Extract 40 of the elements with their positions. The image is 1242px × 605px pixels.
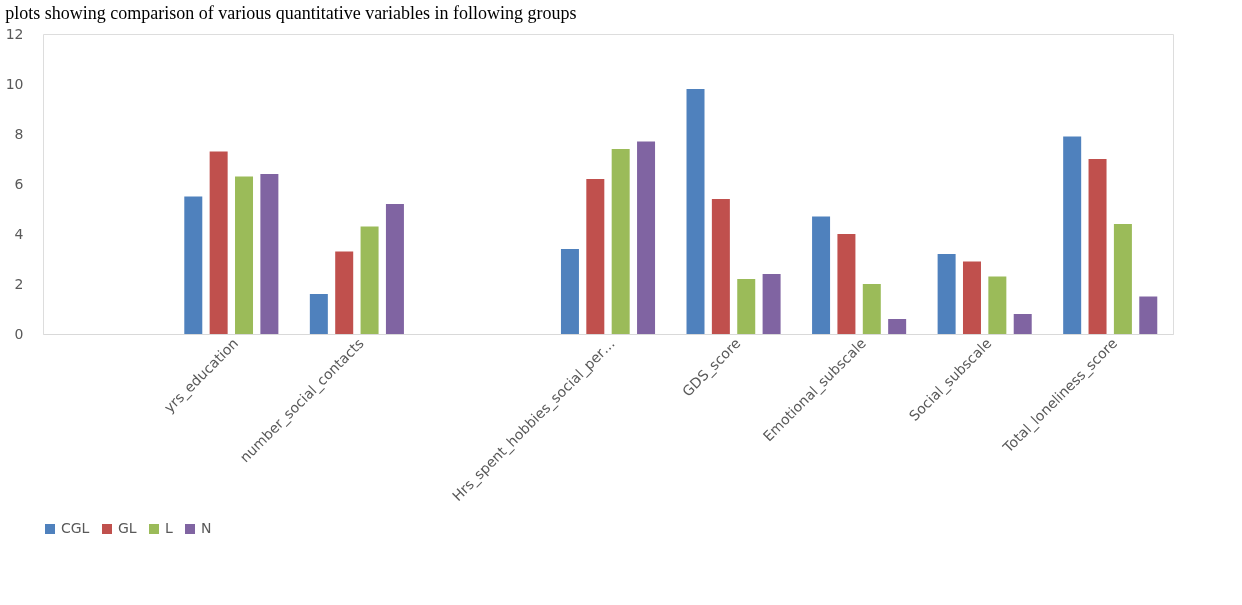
bar — [762, 274, 781, 334]
bar — [837, 234, 856, 334]
bar — [209, 151, 228, 334]
bar — [812, 216, 831, 334]
bar — [888, 319, 907, 334]
bar — [686, 89, 705, 334]
bar — [937, 254, 956, 334]
bar — [1088, 159, 1107, 334]
bar — [309, 294, 328, 334]
bar — [1013, 314, 1032, 334]
bar — [737, 279, 756, 334]
y-tick-label: 0 — [14, 325, 24, 342]
legend-label: L — [165, 520, 173, 536]
legend-label: CGL — [61, 520, 90, 536]
bar — [1113, 224, 1132, 334]
text: plots showing comparison of various quantitative variables in following groups — [5, 3, 577, 23]
bar — [711, 199, 730, 334]
y-tick-label: 8 — [14, 125, 24, 142]
bar — [385, 204, 404, 334]
bar — [1139, 296, 1158, 334]
bar — [335, 251, 354, 334]
y-tick-label: 2 — [14, 275, 24, 292]
legend-label: N — [201, 520, 212, 536]
bar — [637, 141, 656, 334]
bar — [360, 226, 379, 334]
bar — [611, 149, 630, 334]
bar — [962, 261, 981, 334]
y-tick-label: 4 — [14, 225, 24, 242]
bar — [586, 179, 605, 334]
bar — [235, 176, 254, 334]
bar — [988, 276, 1007, 334]
y-tick-label: 6 — [14, 175, 24, 192]
legend-label: GL — [118, 520, 137, 536]
bar — [560, 249, 579, 334]
bar — [862, 284, 881, 334]
bar — [260, 174, 279, 334]
y-tick-label: 10 — [5, 75, 24, 92]
bar — [1063, 136, 1082, 334]
y-tick-label: 12 — [5, 25, 24, 42]
bar — [184, 196, 203, 334]
